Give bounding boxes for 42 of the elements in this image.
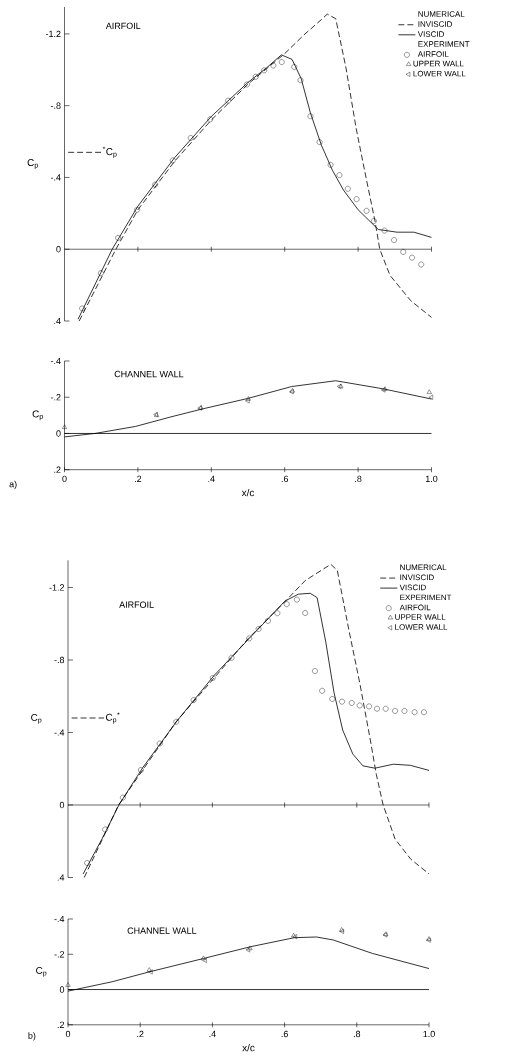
y-tick-label: -1.2 [45, 30, 61, 38]
y-tick-label: .2 [54, 466, 61, 473]
x-axis-title: x/c [241, 488, 255, 497]
text: b) [28, 1032, 36, 1041]
y-tick-label: -.4 [50, 357, 61, 365]
text: a) [9, 480, 17, 490]
y-axis-title: C$_{p}$ [32, 410, 43, 421]
annotation: AIRFOIL [105, 22, 141, 30]
annotation: CHANNEL WALL [114, 370, 184, 378]
ref-line-label: $^{*}$C$_{p}$ [102, 146, 117, 159]
y-tick-label: 0 [59, 986, 65, 993]
x-tick-label: .2 [134, 475, 142, 482]
y-tick-label: -.2 [54, 951, 65, 958]
x-tick-label: 1.0 [423, 1030, 435, 1038]
x-tick-label: 1.0 [425, 475, 438, 483]
y-axis-title: C$_{p}$ [36, 966, 47, 977]
y-tick-label: -.8 [54, 656, 65, 664]
x-tick-label: .4 [208, 475, 215, 482]
x-tick-label: .8 [353, 1030, 361, 1038]
y-tick-label: 0 [56, 430, 61, 437]
x-tick-label: .6 [281, 1030, 288, 1038]
y-tick-label: 0 [59, 801, 65, 809]
y-tick-label: -.4 [50, 174, 61, 181]
y-tick-label: -.8 [50, 102, 61, 109]
x-tick-label: .4 [209, 1030, 216, 1037]
x-tick-label: .8 [355, 475, 362, 483]
y-tick-label: -.4 [54, 729, 65, 736]
x-tick-label: .6 [281, 475, 289, 483]
y-axis-title: C$_{p}$ [31, 713, 42, 724]
y-tick-label: .4 [54, 317, 61, 325]
y-tick-label: .4 [57, 874, 65, 881]
annotation: CHANNEL WALL [127, 927, 197, 934]
y-tick-label: -1.2 [49, 584, 65, 591]
x-axis-title: x/c [242, 1044, 255, 1052]
y-tick-label: -.4 [54, 915, 65, 923]
x-tick-label: .2 [137, 1030, 144, 1038]
y-tick-label: -.2 [50, 394, 61, 401]
y-tick-label: .2 [57, 1021, 65, 1028]
annotation: AIRFOIL [119, 601, 154, 608]
x-tick-label: 0 [65, 1030, 71, 1038]
y-tick-label: 0 [56, 246, 61, 253]
y-axis-title: C$_{p}$ [27, 159, 38, 169]
